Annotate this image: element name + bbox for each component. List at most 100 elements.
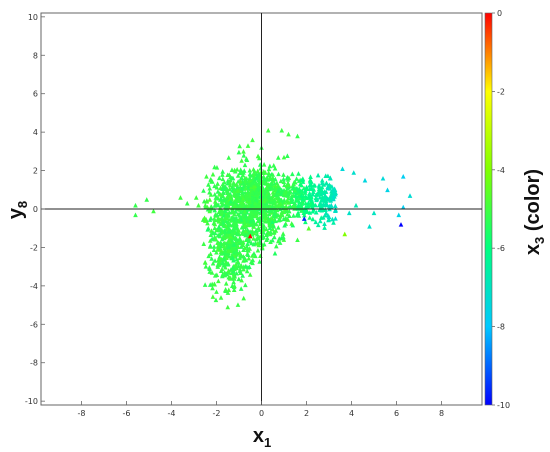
scatter-point: [323, 198, 329, 203]
scatter-point: [272, 250, 278, 256]
scatter-point: [243, 282, 248, 288]
scatter-point: [279, 127, 285, 133]
scatter-point: [231, 180, 237, 186]
scatter-point: [208, 243, 213, 248]
scatter-point: [218, 295, 224, 300]
scatter-point: [280, 234, 286, 240]
scatter-point: [270, 172, 276, 177]
scatter-point: [241, 153, 247, 158]
scatter-point: [217, 226, 222, 232]
scatter-point: [223, 287, 228, 293]
scatter-point: [287, 203, 293, 209]
scatter-point: [290, 171, 295, 177]
scatter-point: [212, 191, 218, 197]
scatter-point: [288, 189, 293, 194]
scatter-point: [231, 287, 237, 292]
x-tick-label: -4: [168, 409, 176, 418]
scatter-point: [331, 220, 336, 225]
scatter-point: [241, 266, 246, 272]
colorbar-tick-label: -4: [497, 166, 505, 175]
scatter-point: [234, 221, 239, 227]
scatter-point: [247, 238, 252, 244]
scatter-point: [239, 231, 245, 236]
scatter-point: [254, 213, 259, 219]
scatter-point: [245, 247, 250, 252]
scatter-point: [310, 216, 316, 222]
scatter-point: [291, 181, 297, 187]
scatter-point: [205, 204, 210, 210]
scatter-point: [398, 222, 404, 227]
scatter-point: [201, 188, 206, 193]
scatter-point: [252, 200, 258, 206]
scatter-point: [278, 178, 284, 184]
scatter-point: [215, 189, 221, 194]
scatter-point: [224, 215, 230, 221]
scatter-point: [238, 167, 243, 172]
scatter-point: [247, 193, 252, 199]
scatter-point: [228, 174, 233, 180]
scatter-point: [230, 264, 236, 270]
scatter-point: [239, 277, 244, 283]
scatter-point: [324, 180, 329, 186]
scatter-point: [333, 208, 338, 214]
scatter-point: [237, 170, 243, 176]
scatter-point: [253, 197, 259, 202]
scatter-point: [237, 203, 243, 208]
scatter-point: [275, 155, 281, 160]
scatter-point: [237, 268, 243, 274]
scatter-point: [253, 207, 258, 213]
scatter-point: [202, 218, 208, 223]
scatter-point: [233, 217, 239, 223]
scatter-point: [151, 208, 156, 214]
y-tick-label: 10: [28, 13, 38, 22]
scatter-point: [210, 171, 216, 177]
scatter-point: [255, 241, 260, 246]
scatter-point: [251, 236, 256, 241]
scatter-point: [227, 275, 233, 281]
scatter-point: [292, 187, 298, 193]
scatter-point: [235, 192, 240, 198]
scatter-point: [385, 187, 390, 193]
y-tick-label: -6: [30, 320, 38, 329]
y-tick-label: 8: [33, 51, 38, 60]
scatter-point: [247, 272, 253, 277]
scatter-point: [266, 211, 272, 217]
scatter-point: [214, 165, 220, 170]
scatter-point: [203, 263, 209, 269]
scatter-point: [242, 162, 248, 168]
scatter-point: [313, 219, 319, 225]
scatter-point: [238, 264, 244, 269]
scatter-point: [210, 294, 216, 299]
scatter-point: [207, 197, 213, 202]
colorbar-label: x3 (color): [522, 169, 547, 255]
scatter-point: [266, 182, 272, 187]
x-axis-ticks: -8 -6 -4 -2 0 2 4 6 8: [78, 401, 444, 418]
scatter-point: [196, 202, 201, 208]
scatter-point: [238, 286, 244, 291]
scatter-point: [244, 191, 250, 197]
scatter-point: [261, 223, 267, 228]
scatter-point: [268, 208, 274, 213]
scatter-point: [144, 197, 150, 202]
x-tick-label: 0: [259, 409, 264, 418]
scatter-point: [298, 203, 303, 209]
scatter-point: [220, 186, 225, 191]
scatter-point: [263, 196, 269, 202]
scatter-point: [234, 185, 240, 191]
scatter-point: [251, 251, 257, 256]
scatter-point: [245, 189, 251, 194]
scatter-point: [313, 202, 318, 208]
scatter-point: [243, 263, 249, 269]
scatter-point: [226, 155, 232, 160]
scatter-point: [253, 175, 259, 181]
scatter-point: [286, 131, 291, 137]
scatter-point: [304, 184, 309, 190]
scatter-point: [226, 248, 231, 253]
scatter-point: [261, 234, 266, 240]
scatter-point: [239, 224, 245, 230]
scatter-point: [218, 191, 223, 197]
scatter-point: [278, 201, 283, 206]
x-tick-label: -8: [78, 409, 86, 418]
scatter-point: [227, 182, 233, 188]
scatter-point: [275, 183, 281, 188]
